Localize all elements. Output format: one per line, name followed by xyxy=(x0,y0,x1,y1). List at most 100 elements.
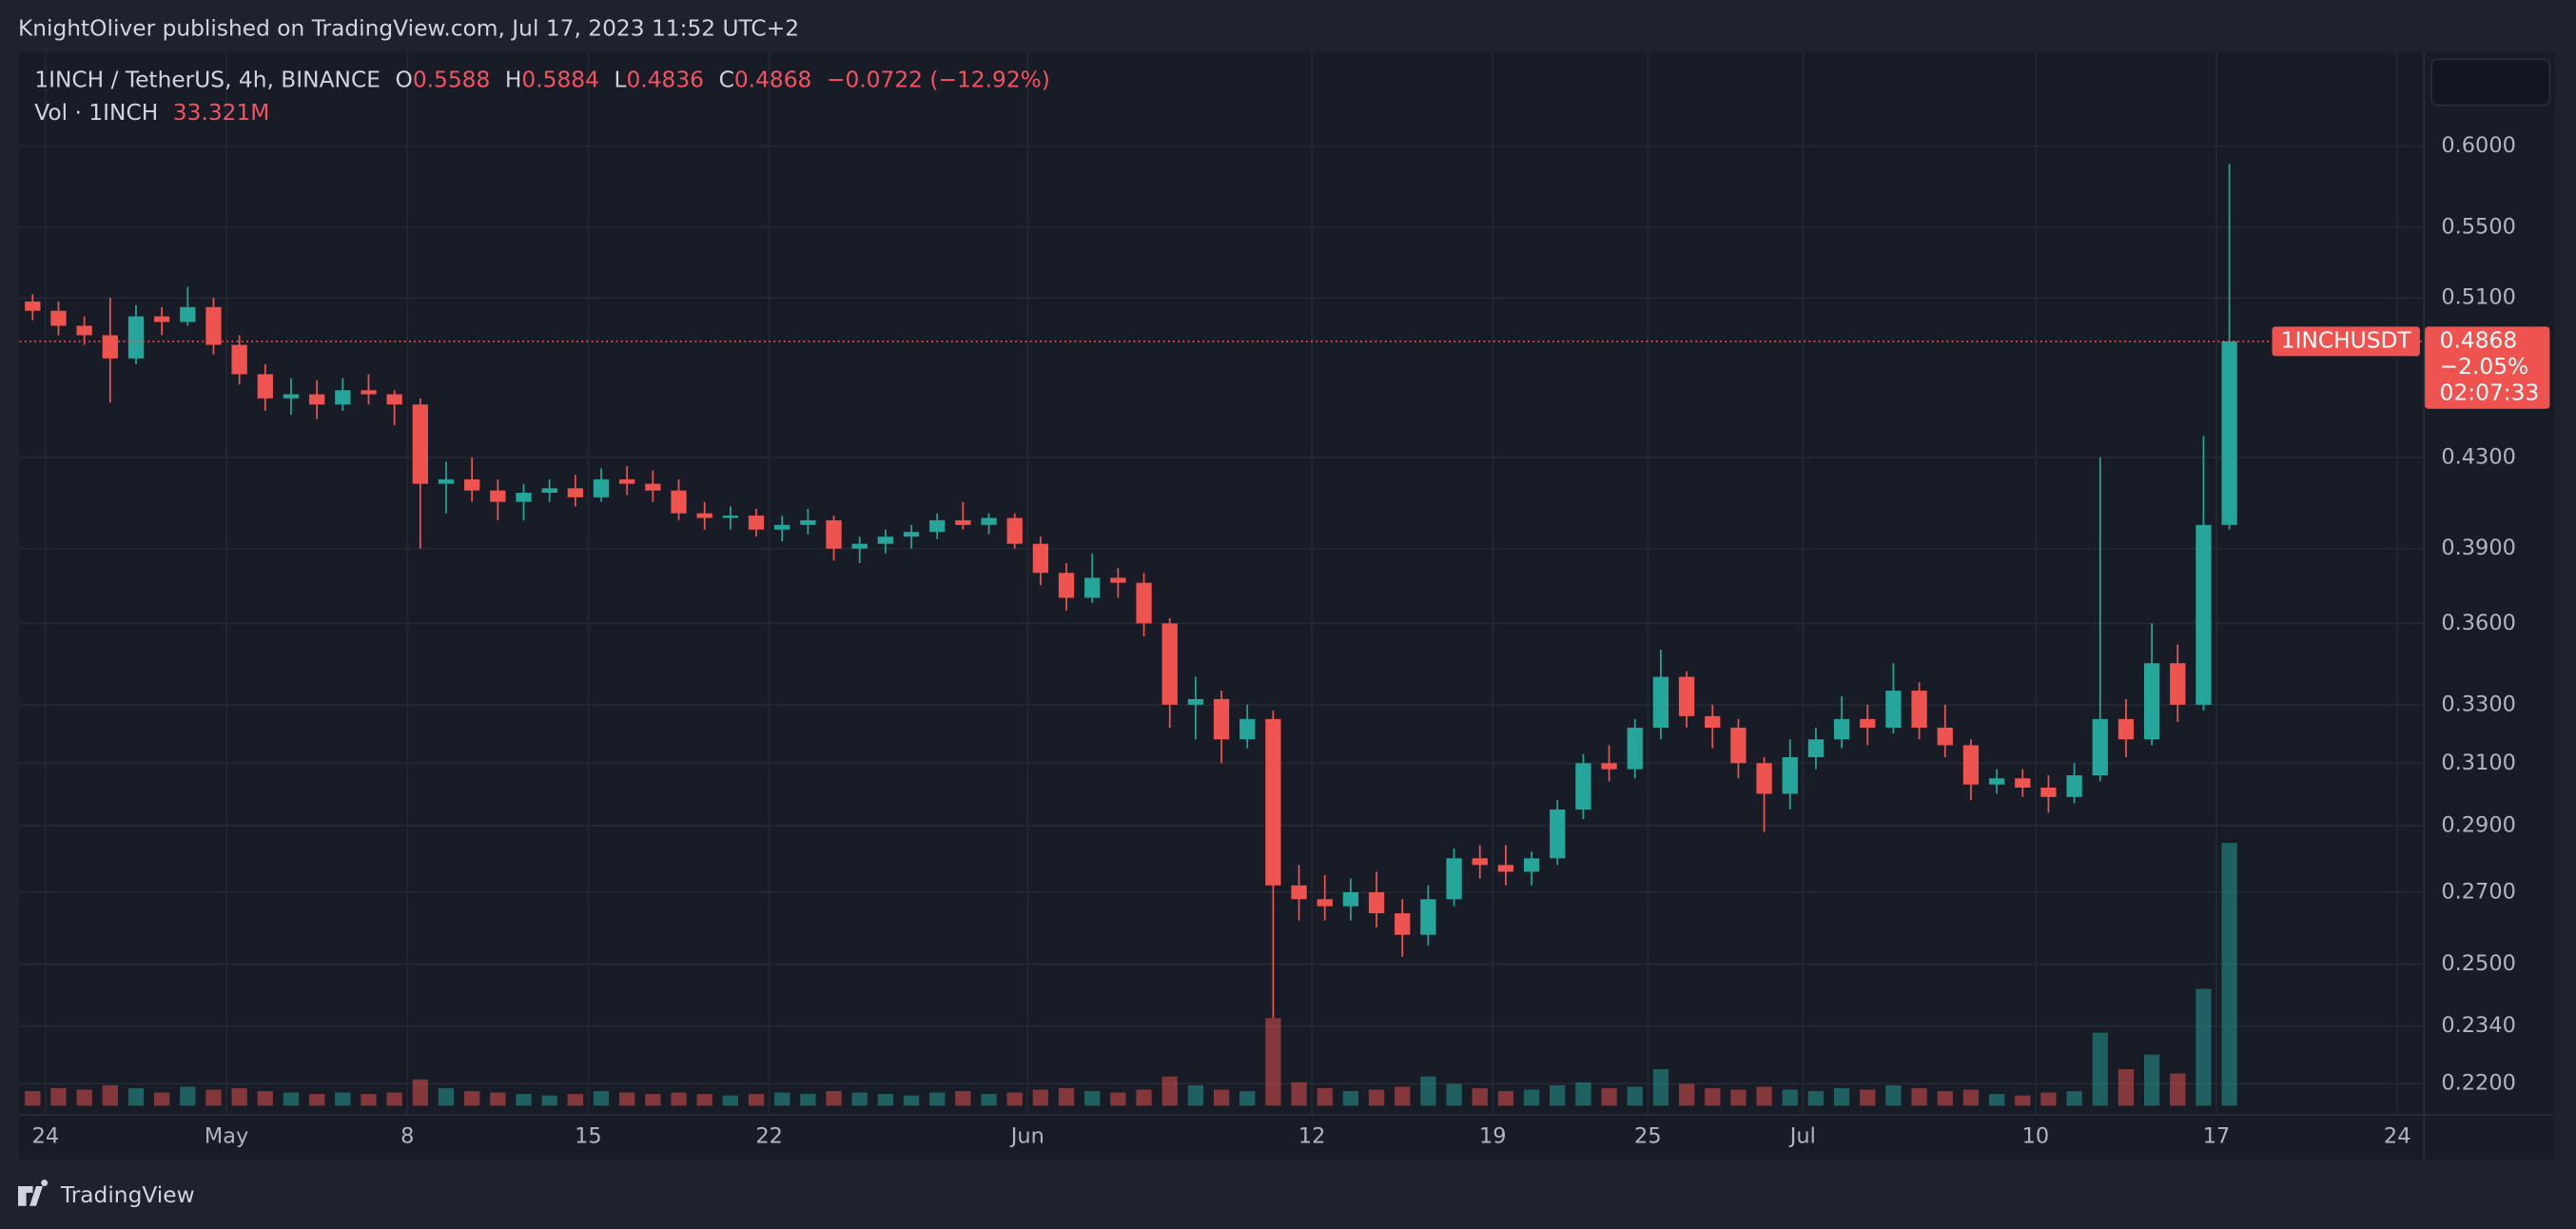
ohlc-value: 0.4868 xyxy=(734,67,812,92)
volume-bar xyxy=(1032,1089,1049,1106)
x-tick-label: Jun xyxy=(1009,1124,1044,1149)
volume-bar xyxy=(1084,1091,1101,1106)
x-tick-label: 24 xyxy=(2384,1124,2411,1149)
volume-bar xyxy=(1446,1083,1462,1106)
candle-body xyxy=(1342,892,1359,907)
volume-bar xyxy=(1420,1076,1436,1106)
candle-body xyxy=(1782,756,1798,794)
candle-body xyxy=(1187,698,1204,705)
volume-bar xyxy=(490,1092,506,1106)
volume-bar xyxy=(180,1086,196,1106)
x-tick-label: 15 xyxy=(575,1124,602,1149)
volume-bar xyxy=(412,1079,428,1106)
candle-body xyxy=(541,488,557,494)
candle-body xyxy=(1497,865,1514,872)
volume-bar xyxy=(76,1089,92,1106)
volume-bar xyxy=(309,1094,325,1106)
volume-bar xyxy=(283,1092,300,1106)
candle-body xyxy=(671,490,687,514)
chart-pane xyxy=(19,52,2555,1161)
candle-body xyxy=(1937,727,1953,746)
volume-bar xyxy=(1395,1086,1411,1106)
publish-header: KnightOliver published on TradingView.co… xyxy=(18,16,799,42)
volume-bar xyxy=(1860,1089,1876,1106)
candle-body xyxy=(1601,763,1617,770)
candle-body xyxy=(877,536,894,544)
volume-bar xyxy=(1472,1087,1488,1106)
price-tag xyxy=(2425,326,2550,409)
volume-bar xyxy=(696,1094,712,1106)
volume-bar xyxy=(851,1092,868,1106)
candle-body xyxy=(1239,718,1256,740)
candle-body xyxy=(1833,718,1850,740)
candle-body xyxy=(2221,341,2237,525)
volume-bar xyxy=(257,1091,273,1106)
tradingview-logo xyxy=(17,1180,49,1206)
x-tick-label: 25 xyxy=(1634,1124,1662,1149)
volume-bar xyxy=(2143,1054,2160,1106)
candle-body xyxy=(335,390,351,405)
volume-legend: Vol · 1INCH 33.321M xyxy=(34,100,269,126)
ohlc-label: H xyxy=(505,67,522,92)
volume-bar xyxy=(1317,1087,1333,1106)
price-tag-change: −2.05% xyxy=(2440,354,2529,380)
y-tick-label: 0.3300 xyxy=(2441,692,2516,716)
volume-bar xyxy=(1756,1086,1772,1106)
volume-bar xyxy=(1291,1082,1307,1106)
candle-body xyxy=(1317,899,1333,907)
volume-bar xyxy=(1497,1091,1514,1106)
candle-body xyxy=(516,493,532,502)
y-tick-label: 0.6000 xyxy=(2441,133,2516,158)
volume-bar xyxy=(1885,1084,1902,1106)
ohlc-label: L xyxy=(615,67,627,92)
volume-title: Vol · 1INCH xyxy=(34,100,158,126)
ohlc-label: O xyxy=(395,67,412,92)
x-tick-label: 24 xyxy=(32,1124,60,1149)
y-tick-label: 0.3600 xyxy=(2441,611,2516,635)
candle-body xyxy=(748,516,765,530)
volume-bar xyxy=(1601,1087,1617,1106)
volume-bar xyxy=(102,1084,118,1106)
candle-body xyxy=(490,490,506,502)
volume-bar xyxy=(2221,843,2237,1106)
volume-bar xyxy=(826,1091,842,1106)
candle-body xyxy=(1730,727,1747,764)
volume-bar xyxy=(25,1091,41,1106)
candle-body xyxy=(929,519,946,533)
candle-body xyxy=(1575,763,1591,810)
volume-bar xyxy=(386,1092,402,1106)
volume-bar xyxy=(1368,1089,1385,1106)
candle-body xyxy=(438,478,455,484)
toolbar-box[interactable] xyxy=(2430,58,2551,107)
y-tick-label: 0.2340 xyxy=(2441,1013,2516,1038)
volume-bar xyxy=(800,1094,816,1106)
y-tick-label: 0.2500 xyxy=(2441,951,2516,976)
candle-body xyxy=(102,335,118,359)
candle-body xyxy=(1161,623,1178,705)
x-tick-label: May xyxy=(205,1124,248,1149)
candle-body xyxy=(180,306,196,322)
candle-body xyxy=(1885,691,1902,728)
y-tick-label: 0.2700 xyxy=(2441,880,2516,905)
volume-bar xyxy=(464,1091,480,1106)
volume-value: 33.321M xyxy=(173,100,270,126)
candle-body xyxy=(386,394,402,405)
candle-body xyxy=(127,316,145,359)
price-tag-value: 0.4868 xyxy=(2440,327,2518,353)
volume-bar xyxy=(748,1094,765,1106)
candle-body xyxy=(567,488,583,497)
volume-bar xyxy=(205,1089,222,1106)
volume-bar xyxy=(1730,1089,1747,1106)
candle-body xyxy=(645,483,661,491)
candle-body xyxy=(25,301,41,311)
volume-bar xyxy=(722,1095,739,1106)
candle-body xyxy=(1756,763,1772,794)
volume-bar xyxy=(929,1092,946,1106)
x-tick-label: 17 xyxy=(2203,1124,2231,1149)
volume-bar xyxy=(1136,1089,1152,1106)
y-tick-label: 0.4300 xyxy=(2441,444,2516,469)
candle-body xyxy=(1988,778,2005,785)
candle-body xyxy=(1962,745,1980,785)
candle-body xyxy=(1550,810,1566,859)
